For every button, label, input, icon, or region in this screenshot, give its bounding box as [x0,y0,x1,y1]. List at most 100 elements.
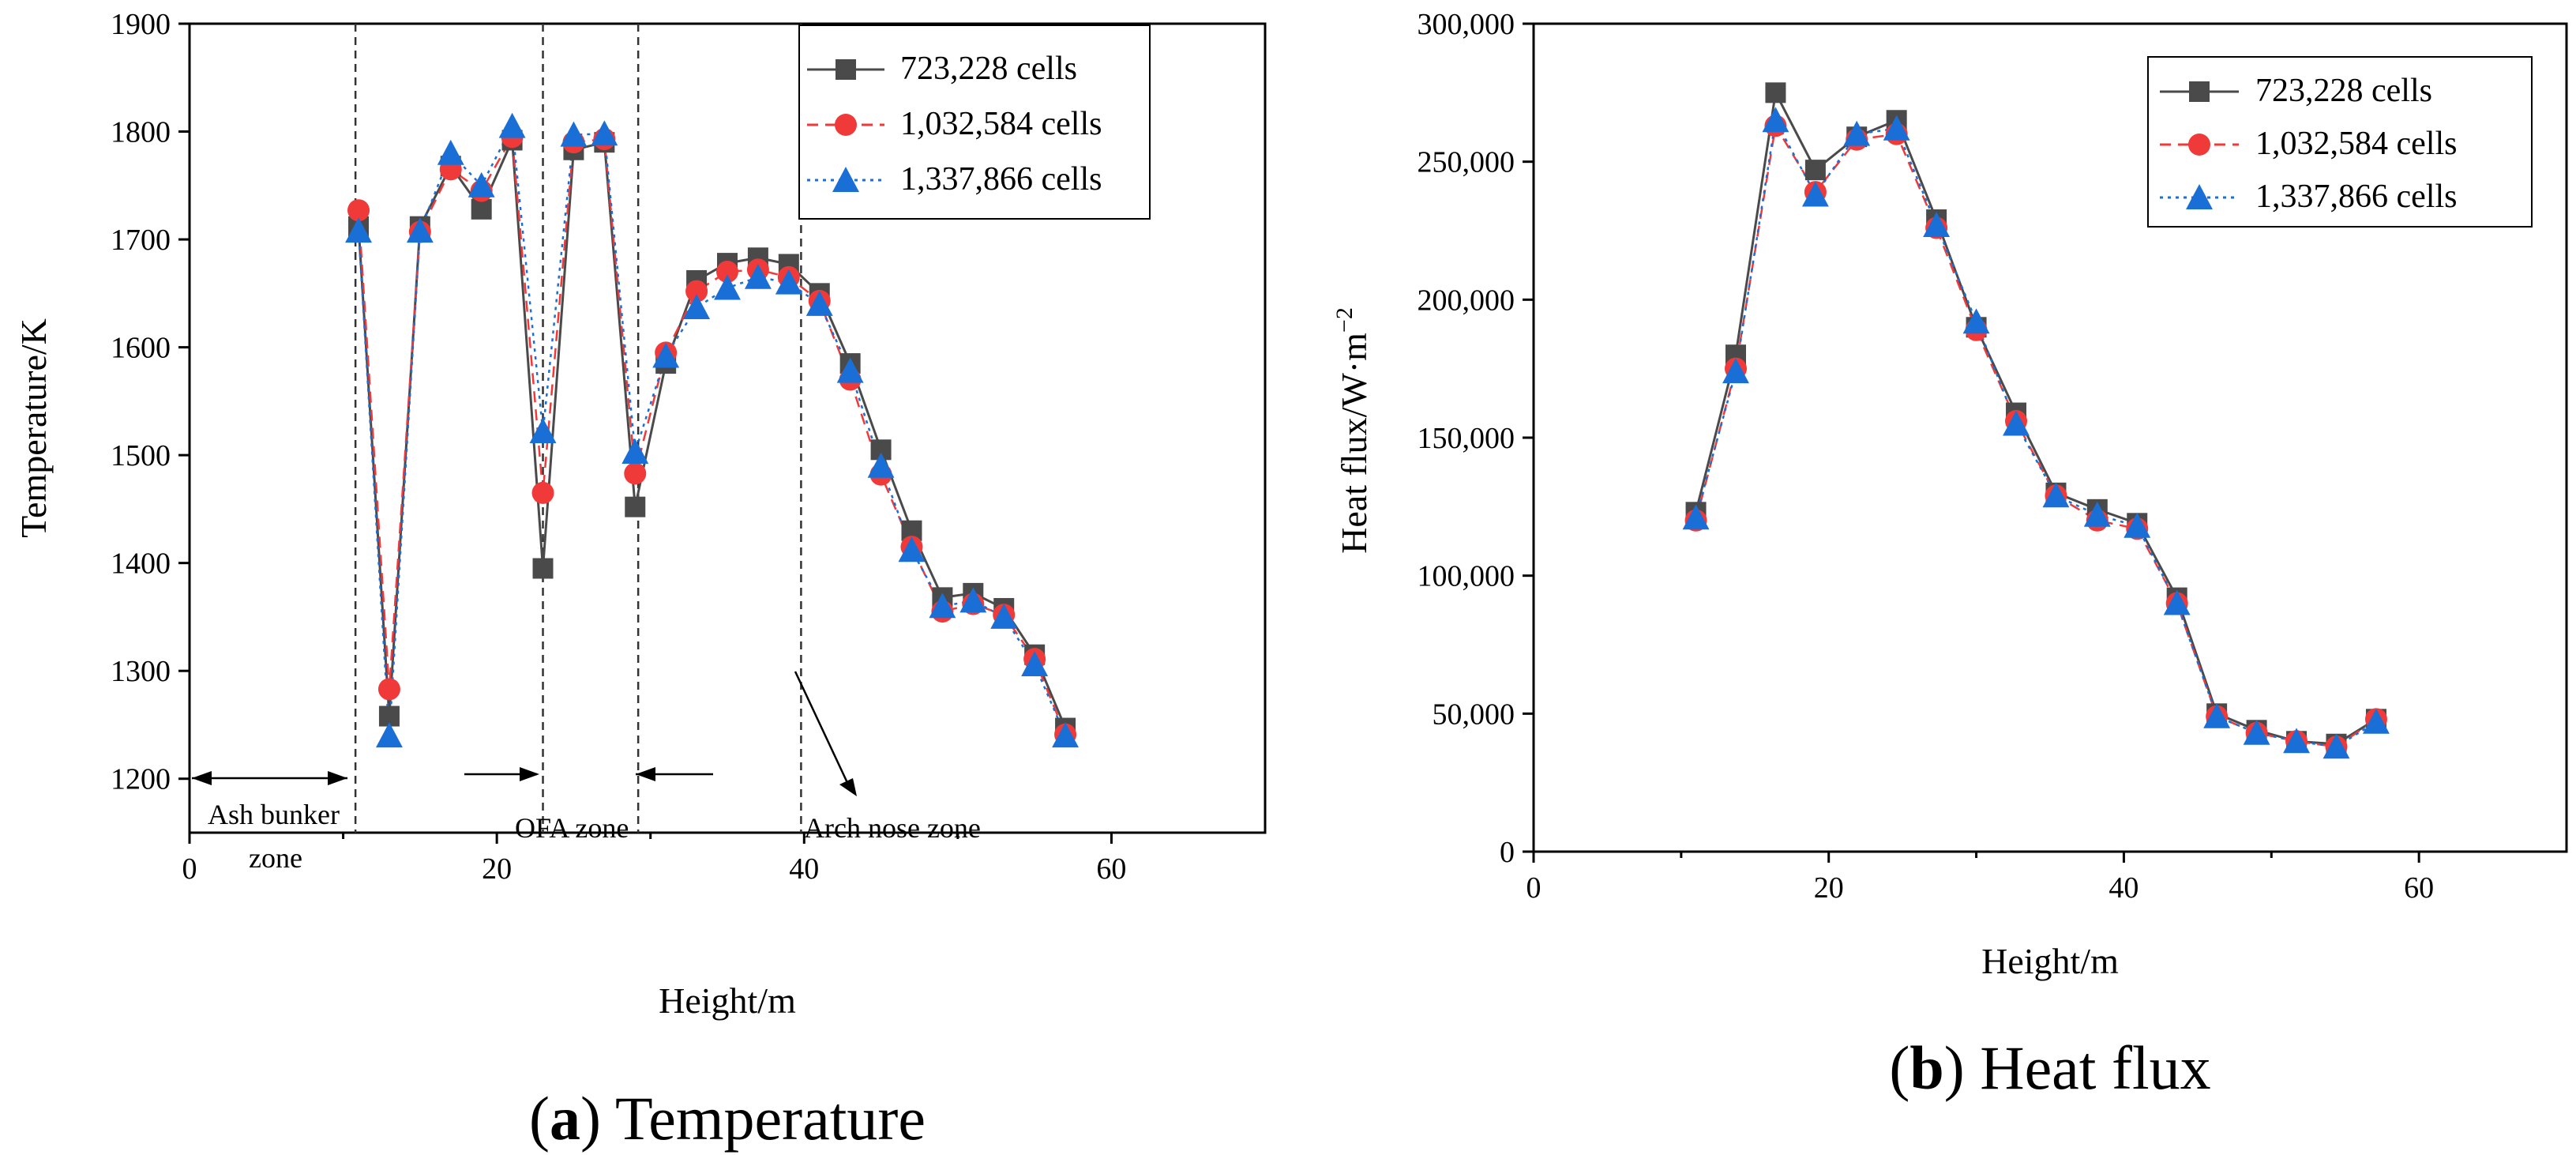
data-point-circle [716,261,738,284]
x-tick-label: 0 [182,852,197,886]
data-point-triangle [1052,722,1080,748]
data-point-triangle [468,171,495,198]
data-point-circle [624,462,647,485]
x-tick-label: 40 [2108,871,2139,905]
y-tick-label: 150,000 [1418,422,1515,455]
legend-marker-square [836,59,856,80]
data-point-triangle [744,263,772,289]
data-point-triangle [2042,482,2070,508]
panel-b-legend-label-2: 1,032,584 cells [2255,126,2457,162]
panel-b-legend-label-3: 1,337,866 cells [2255,179,2457,215]
data-point-circle [531,481,554,504]
y-tick-label: 100,000 [1418,560,1515,593]
data-point-square [1765,82,1786,103]
panel-b-ylabel-sup: −2 [1331,307,1357,333]
arch-zone-arrow-line [794,671,851,787]
data-point-triangle [1021,651,1049,676]
panel-a-legend-items [807,59,884,192]
data-point-triangle [805,291,833,316]
series-line [1695,117,2377,748]
data-point-triangle [867,452,895,478]
ash-zone-label-line1: Ash bunker [208,799,340,830]
data-point-triangle [898,536,926,562]
panel-a-ylabel: Temperature/K [13,318,54,538]
data-point-triangle [345,217,372,243]
y-tick-label: 300,000 [1418,8,1515,41]
panel-a-ticks: 0 20 40 60 1200 1300 1400 1500 1600 1700 1800 1900 [111,8,1126,886]
panel-b-caption: (b) Heat flux [1889,1033,2210,1102]
panel-b-legend: 723,228 cells 1,032,584 cells 1,337,866 … [2147,56,2533,228]
data-point-triangle [1962,308,1990,334]
panel-b-ylabel-text: Heat flux/W·m [1334,333,1374,554]
y-tick-label: 1200 [111,763,171,796]
y-tick-label: 1700 [111,224,171,257]
data-point-triangle [2083,501,2111,527]
data-point-triangle [498,112,526,138]
panel-a-legend-label-3: 1,337,866 cells [900,161,1102,198]
y-tick-label: 50,000 [1433,698,1515,731]
panel-b-legend-label-1: 723,228 cells [2255,73,2432,109]
series-line [357,139,1067,729]
data-point-triangle [836,357,864,383]
legend-marker-square [2189,81,2210,102]
data-point-triangle [1762,107,1789,133]
data-point-triangle [990,603,1018,629]
y-tick-label: 1900 [111,8,171,41]
panel-b-caption-text: Heat flux [1965,1033,2211,1102]
panel-a-legend-label-2: 1,032,584 cells [900,106,1102,142]
panel-a-legend: 723,228 cells 1,032,584 cells 1,337,866 … [798,24,1151,220]
ash-zone-arrowhead-right [328,771,347,785]
legend-marker-circle [835,114,857,136]
data-point-triangle [2243,719,2270,745]
data-point-circle [685,280,708,303]
panel-b-ticks: 0 20 40 60 0 50,000 100,000 150,000 200,000 250,0… [1418,8,2435,905]
data-point-triangle [437,139,464,165]
data-point-triangle [1801,181,1829,207]
x-tick-label: 20 [482,852,512,886]
data-point-triangle [959,587,987,613]
data-point-triangle [929,593,956,619]
panel-b-legend-box [2147,56,2533,228]
data-point-triangle [2003,410,2030,436]
panel-b: 0 20 40 60 0 50,000 100,000 150,000 200,000 250,0… [1331,8,2568,1102]
panel-b-ylabel: Heat flux/W·m−2 [1331,307,1374,554]
data-point-triangle [560,121,588,147]
x-tick-label: 60 [2404,871,2434,905]
data-point-triangle [2283,728,2311,754]
data-point-triangle [2124,512,2151,538]
data-point-circle [377,678,400,701]
y-tick-label: 250,000 [1418,146,1515,179]
x-tick-label: 40 [789,852,819,886]
ash-zone-label-line2: zone [249,842,302,874]
legend-marker-triangle [2186,184,2213,209]
x-tick-label: 0 [1526,871,1541,905]
panel-b-legend-items [2160,81,2239,209]
data-point-triangle [621,438,649,464]
data-point-triangle [591,120,618,146]
panel-b-xlabel: Height/m [1981,941,2119,981]
panel-a-annotations: Ash bunker zone OFA zone Arch nose zone [192,671,981,874]
data-point-circle [347,199,370,222]
data-point-triangle [1682,504,1710,530]
ofa-zone-arrowhead-right [520,767,539,781]
data-point-triangle [2203,702,2231,728]
legend-marker-circle [2188,134,2210,156]
panel-a-caption-text: Temperature [601,1084,926,1153]
panel-a-series [345,112,1080,748]
legend-marker-triangle [832,167,859,192]
data-point-triangle [2363,708,2390,734]
panel-a-caption: (a) Temperature [529,1084,926,1153]
panel-a-frame [188,22,1267,834]
y-tick-label: 1600 [111,332,171,365]
ofa-zone-label: OFA zone [515,812,629,844]
arch-zone-arrowhead [839,778,857,796]
data-point-triangle [652,342,680,368]
data-point-square [1804,160,1826,181]
panel-a-legend-box [798,24,1151,220]
data-point-triangle [2323,733,2350,759]
y-tick-label: 1400 [111,547,171,581]
panel-b-series [1682,82,2390,759]
x-tick-label: 60 [1096,852,1126,886]
data-point-triangle [2163,589,2191,615]
